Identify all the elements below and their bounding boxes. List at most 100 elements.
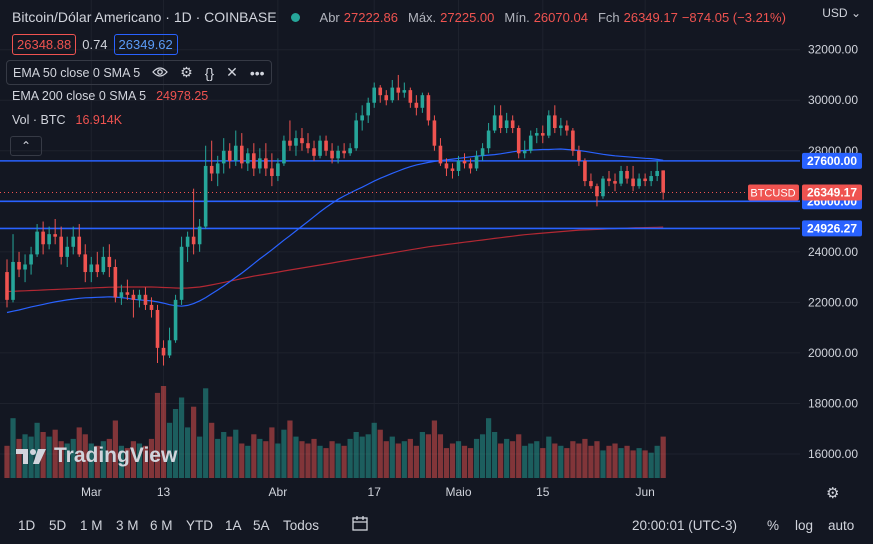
volume-bar: [407, 438, 413, 478]
candle-body: [53, 234, 57, 237]
volume-bar: [154, 392, 161, 478]
candle-body: [209, 165, 214, 174]
horizontal-lines: [0, 160, 800, 230]
more-icon[interactable]: •••: [249, 64, 265, 81]
candle-body: [534, 133, 539, 136]
clock-time[interactable]: 20:00:01 (UTC-3): [632, 518, 738, 533]
price-tick-label: 32000.00: [808, 43, 858, 57]
percent-toggle[interactable]: %: [767, 518, 780, 533]
volume-bar: [293, 436, 299, 478]
volume-bar: [299, 441, 305, 478]
candle-body: [71, 236, 76, 247]
low-label: Mín.: [504, 9, 530, 25]
candle-body: [246, 153, 250, 164]
tradingview-mark-icon: [16, 449, 46, 464]
volume-bar: [64, 443, 70, 478]
bid-ask-row: 26348.88 0.74 26349.62: [12, 34, 178, 55]
volume-bar: [335, 443, 341, 478]
volume-bar: [142, 445, 149, 478]
volume-bar: [215, 438, 221, 478]
candle-body: [432, 120, 437, 146]
log-toggle[interactable]: log: [795, 518, 814, 533]
volume-bar: [443, 448, 450, 478]
gear-icon[interactable]: ⚙: [180, 64, 193, 80]
volume-bar: [425, 434, 432, 478]
braces-icon[interactable]: {}: [204, 64, 215, 81]
candle-body: [179, 246, 184, 300]
indicator-ema50[interactable]: EMA 50 close 0 SMA 5 ⚙ {} ✕ •••: [6, 60, 272, 85]
volume-bar: [88, 443, 94, 478]
price-axis: 32000.0030000.0028000.0026000.0024000.00…: [808, 43, 858, 461]
calendar-range-icon[interactable]: [352, 516, 370, 535]
logo-text: TradingView: [54, 444, 178, 467]
candle-body: [221, 150, 226, 164]
range-1d[interactable]: 1D: [18, 518, 36, 533]
currency-menu[interactable]: USD ⌄: [822, 6, 861, 20]
volume-bar: [576, 443, 582, 478]
candle-body: [155, 309, 160, 348]
range-all[interactable]: Todos: [283, 518, 320, 533]
candle-body: [480, 148, 485, 156]
price-tick-label: 18000.00: [808, 396, 858, 410]
range-ytd[interactable]: YTD: [186, 518, 213, 533]
close-icon[interactable]: ✕: [226, 64, 238, 80]
ema200-value: 24978.25: [156, 89, 209, 103]
volume-bar: [618, 448, 624, 478]
indicator-ema200[interactable]: EMA 200 close 0 SMA 5 24978.25: [12, 89, 208, 103]
collapse-legend-button[interactable]: ⌃: [10, 136, 42, 156]
candle-body: [474, 155, 479, 169]
volume-bar: [172, 409, 179, 478]
symbol-title[interactable]: Bitcoin/Dólar Americano · 1D · COINBASE: [12, 9, 277, 25]
candle-body: [239, 145, 244, 164]
settings-icon[interactable]: ⚙: [826, 485, 840, 502]
candle-body: [23, 264, 27, 270]
volume-bar: [660, 436, 666, 478]
candle-body: [336, 150, 340, 159]
volume-bar: [323, 448, 329, 478]
candle-body: [173, 299, 178, 341]
hline-price-tag: [802, 152, 862, 169]
range-3m[interactable]: 3 M: [116, 518, 139, 533]
indicator-volume[interactable]: Vol · BTC 16.914K: [12, 113, 122, 127]
candle-body: [342, 150, 346, 154]
candle-body: [420, 95, 425, 108]
volume-bar: [70, 438, 76, 478]
eye-icon[interactable]: [152, 65, 169, 81]
candle-body: [101, 256, 106, 273]
range-6m[interactable]: 6 M: [150, 518, 173, 533]
volume-bar: [570, 441, 576, 478]
bottom-toolbar: 1D 5D 1 M 3 M 6 M YTD 1A 5A Todos 20:00:…: [0, 508, 873, 544]
volume-bar: [281, 429, 287, 478]
auto-toggle[interactable]: auto: [828, 518, 855, 533]
candle-body: [318, 140, 322, 156]
candle-body: [137, 294, 142, 300]
candle-body: [613, 181, 617, 184]
candle-body: [149, 304, 154, 310]
candle-body: [360, 115, 364, 121]
buy-button[interactable]: 26349.62: [113, 34, 178, 55]
candle-body: [589, 181, 593, 187]
sell-button[interactable]: 26348.88: [12, 34, 77, 55]
candle-body: [625, 170, 629, 179]
range-1a[interactable]: 1A: [225, 518, 242, 533]
candle-body: [41, 231, 45, 245]
range-1m[interactable]: 1 M: [80, 518, 103, 533]
candle-body: [77, 236, 82, 255]
last-price-label: 26349.17: [807, 185, 857, 199]
candle-body: [402, 90, 407, 93]
volume-bar: [305, 443, 311, 478]
candle-body: [522, 150, 527, 154]
candle-body: [414, 102, 419, 108]
volume-bar: [118, 445, 124, 478]
volume-bar: [558, 445, 564, 478]
candle-body: [258, 158, 262, 169]
candle-body: [540, 133, 545, 136]
candle-body: [288, 140, 292, 146]
price-tick-label: 20000.00: [808, 346, 858, 360]
volume-bar: [329, 441, 335, 478]
volume-bar: [46, 436, 52, 478]
range-5d[interactable]: 5D: [49, 518, 67, 533]
high-label: Máx.: [408, 9, 437, 25]
range-5a[interactable]: 5A: [253, 518, 270, 533]
